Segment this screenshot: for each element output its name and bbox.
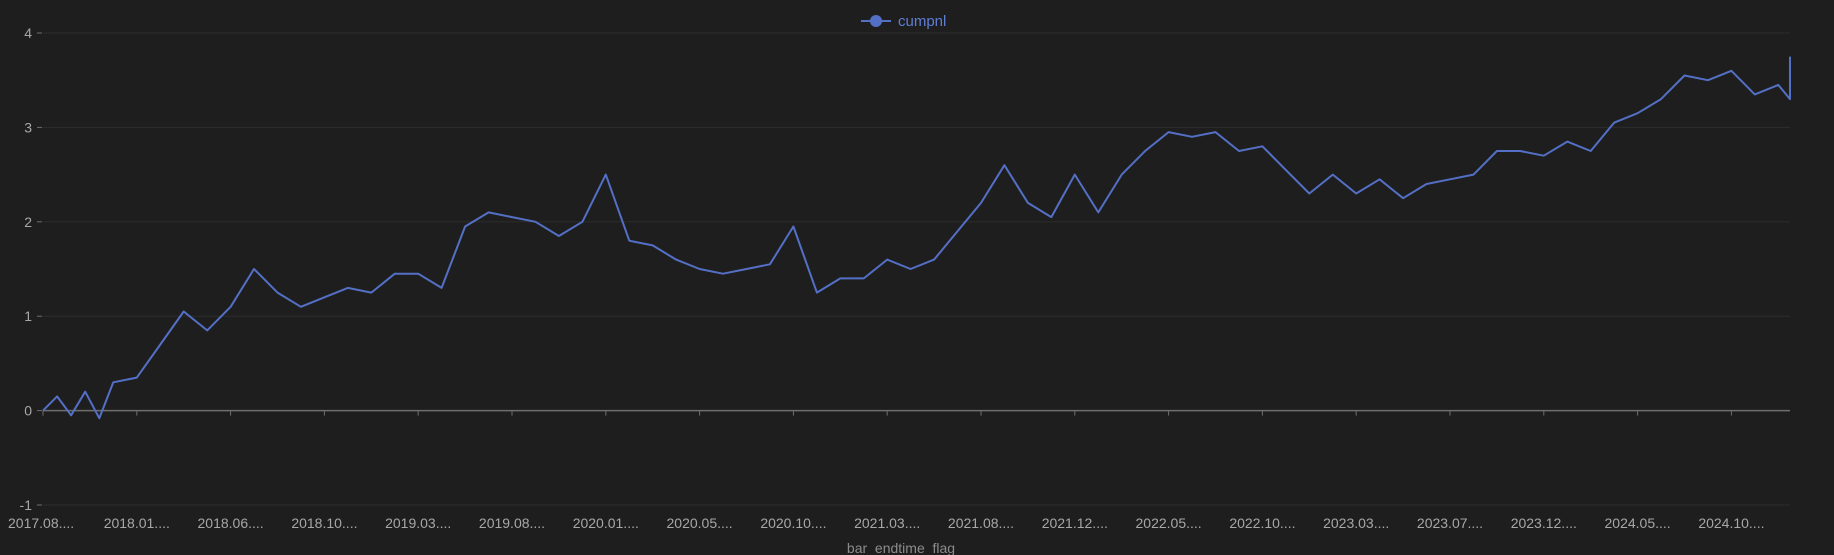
x-tick-label: 2018.06.... xyxy=(198,515,264,531)
legend-label: cumpnl xyxy=(898,13,946,30)
x-axis: 2017.08.... 2018.01.... 2018.06.... 2018.10… xyxy=(8,409,1790,531)
x-tick-label: 2018.10.... xyxy=(291,515,357,531)
x-tick-label: 2021.03.... xyxy=(854,515,920,531)
x-tick-label: 2019.08.... xyxy=(479,515,545,531)
x-tick-label: 2022.10.... xyxy=(1229,515,1295,531)
y-tick-label: 1 xyxy=(24,308,32,324)
y-tick-label: 3 xyxy=(24,119,32,135)
x-tick-label: 2022.05.... xyxy=(1136,515,1202,531)
x-tick-label: 2020.05.... xyxy=(667,515,733,531)
y-tick-label: 2 xyxy=(24,214,32,230)
series-line-cumpnl xyxy=(42,56,1791,420)
x-axis-title: bar_endtime_flag xyxy=(847,540,955,555)
x-tick-label: 2024.10.... xyxy=(1698,515,1764,531)
y-tick-label: -1 xyxy=(20,497,33,513)
y-tick-label: 0 xyxy=(24,403,32,419)
x-tick-label: 2021.12.... xyxy=(1042,515,1108,531)
x-tick-label: 2023.12.... xyxy=(1511,515,1577,531)
legend-marker-icon xyxy=(870,15,882,27)
x-tick-label: 2024.05.... xyxy=(1605,515,1671,531)
y-grid xyxy=(43,32,1790,506)
y-axis: -1 0 1 2 3 4 xyxy=(20,25,42,513)
x-tick-label: 2023.03.... xyxy=(1323,515,1389,531)
x-tick-label: 2020.01.... xyxy=(573,515,639,531)
x-tick-label: 2021.08.... xyxy=(948,515,1014,531)
x-tick-label: 2017.08.... xyxy=(8,515,74,531)
legend[interactable]: cumpnl xyxy=(861,13,946,30)
x-tick-label: 2023.07.... xyxy=(1417,515,1483,531)
x-tick-label: 2019.03.... xyxy=(385,515,451,531)
y-tick-label: 4 xyxy=(24,25,32,41)
x-tick-label: 2020.10.... xyxy=(760,515,826,531)
x-tick-label: 2018.01.... xyxy=(104,515,170,531)
